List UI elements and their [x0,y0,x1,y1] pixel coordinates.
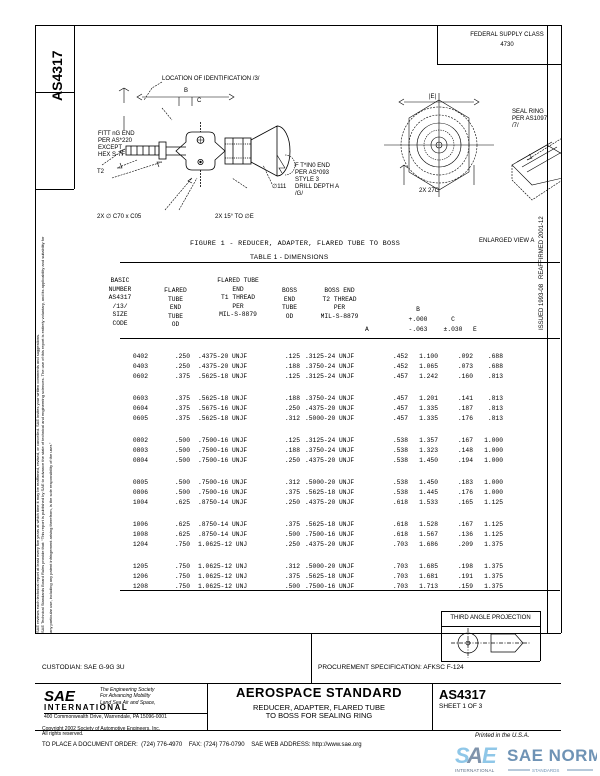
svg-text:2X 27C: 2X 27C [419,188,440,194]
svg-text:2X ∅ C70 x C05: 2X ∅ C70 x C05 [97,213,142,220]
svg-text:E: E [482,743,498,768]
svg-text:|E|: |E| [429,94,437,100]
svg-text:EXCEPT: EXCEPT [98,145,122,151]
svg-text:2X 15° TO ∅E: 2X 15° TO ∅E [215,213,254,220]
svg-text:STANDARDS: STANDARDS [532,768,559,773]
svg-text:F T*IN0 END: F T*IN0 END [295,163,331,169]
svg-text:INTERNATIONAL: INTERNATIONAL [455,768,495,773]
svg-text:A: A [466,743,483,768]
svg-text:T2: T2 [97,169,105,175]
svg-text:LOCATION OF IDENTIFICATION /3/: LOCATION OF IDENTIFICATION /3/ [162,76,260,82]
svg-text:SAE NORM: SAE NORM [507,746,597,765]
svg-text:C: C [197,98,202,104]
svg-text:PER AS1097: PER AS1097 [512,116,548,122]
svg-text:STYLE 3: STYLE 3 [295,177,320,183]
svg-text:ENLARGED VIEW A: ENLARGED VIEW A [479,238,534,244]
svg-text:∅111: ∅111 [272,183,287,190]
svg-text:/7/: /7/ [512,123,519,129]
svg-text:FITT nG END: FITT nG END [98,131,135,137]
svg-text:PER AS*093: PER AS*093 [295,170,330,176]
svg-text:SEAL RING: SEAL RING [512,109,544,115]
svg-text:SAE: SAE [44,688,76,704]
svg-text:PER AS*220: PER AS*220 [98,138,133,144]
svg-text:B: B [184,88,188,94]
svg-text:HEX S-7F: HEX S-7F [98,152,125,158]
svg-text:/G/: /G/ [295,191,303,197]
svg-text:DRILL DEPTH A: DRILL DEPTH A [295,184,339,190]
